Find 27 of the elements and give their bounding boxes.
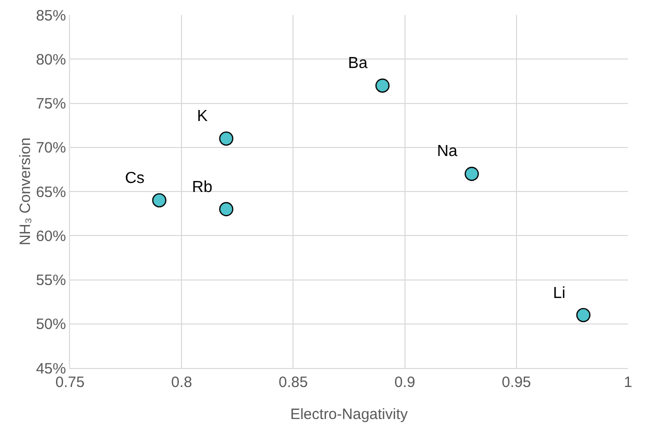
y-tick-label: 70% [36, 140, 66, 157]
point [464, 166, 479, 181]
annotation: Na [437, 143, 458, 160]
point [576, 308, 590, 322]
y-tick-label: 60% [36, 228, 66, 245]
y-tick-label: 65% [36, 184, 66, 201]
annotation: Rb [192, 179, 213, 196]
point [219, 202, 234, 216]
x-tick-label: 0.95 [502, 374, 531, 391]
point [219, 131, 234, 146]
y-tick-label: 75% [36, 96, 66, 112]
y-tick-label: 85% [36, 7, 66, 24]
annotation: Li [553, 285, 566, 302]
x-tick-label: 0.8 [171, 374, 192, 391]
x-tick-label: 0.85 [278, 374, 308, 391]
y-tick-label: 80% [36, 51, 66, 68]
x-tick-label: 0.9 [394, 374, 416, 391]
y-axis-title: NH₃ Conversion [16, 138, 34, 246]
annotation: Cs [125, 170, 145, 187]
point [375, 78, 390, 93]
point [152, 193, 166, 208]
y-tick-label: 50% [36, 316, 66, 334]
annotation: Ba [348, 55, 368, 72]
y-tick-label: 55% [36, 272, 66, 289]
x-tick-label: 1 [624, 374, 632, 391]
annotation: K [197, 108, 208, 125]
x-axis-title: Electro-Nagativity [290, 406, 408, 423]
